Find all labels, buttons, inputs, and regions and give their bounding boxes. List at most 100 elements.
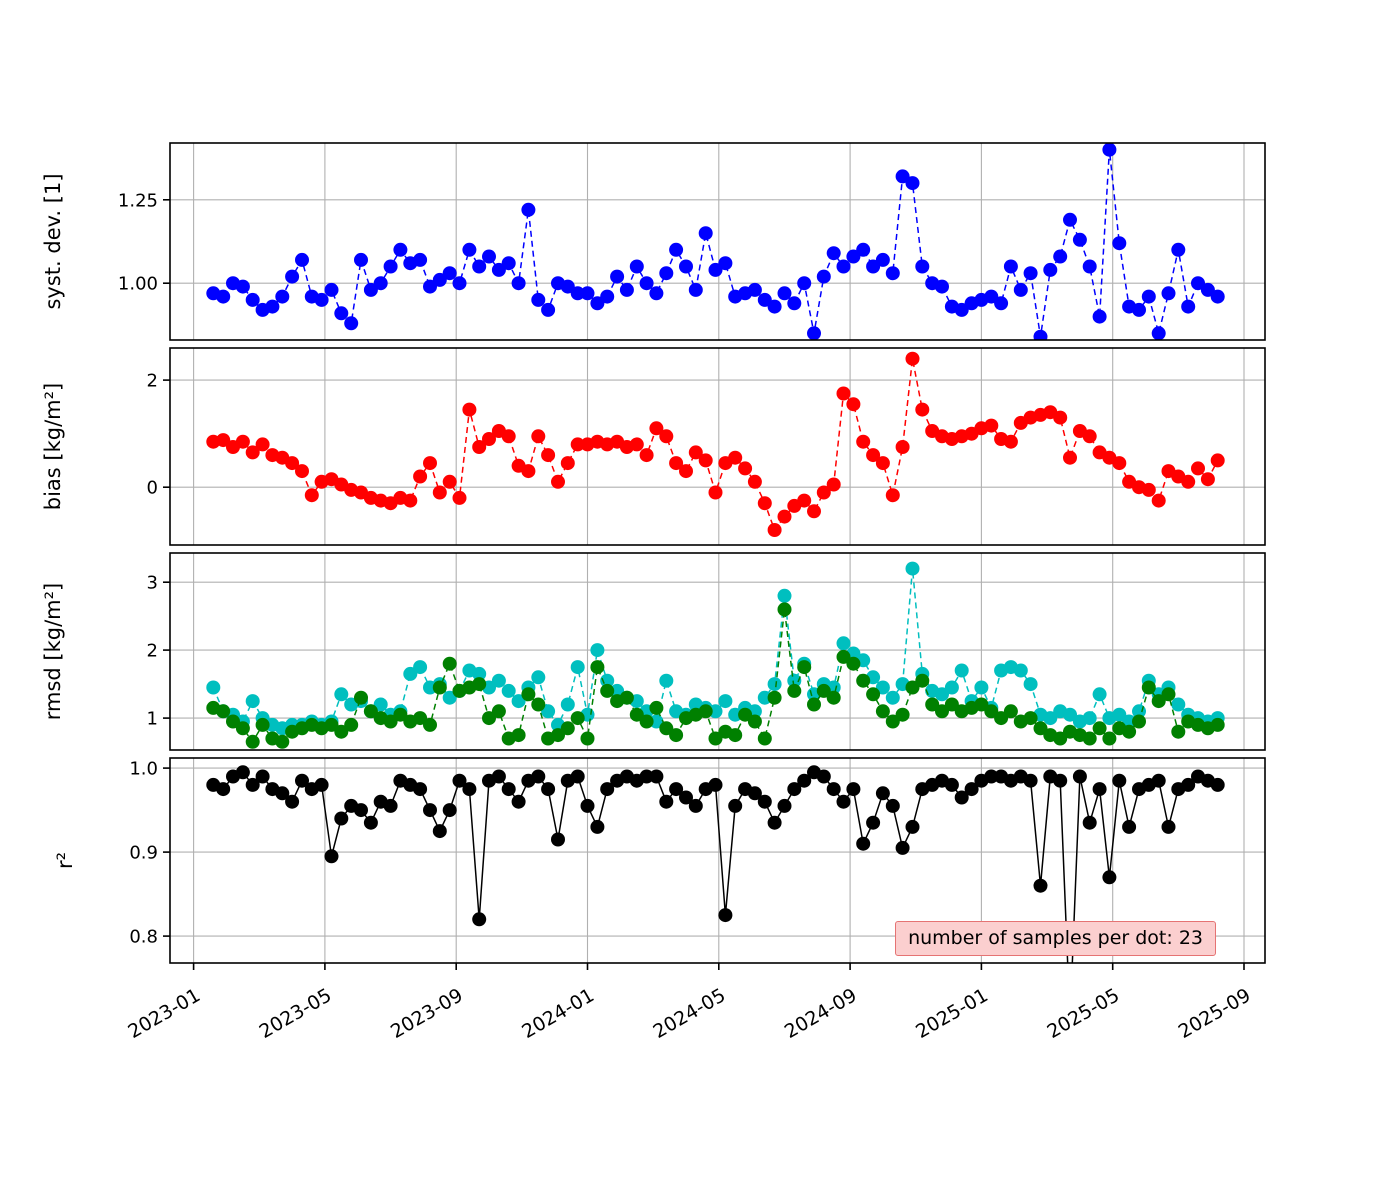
point-r_squared bbox=[354, 803, 368, 818]
point-bias bbox=[875, 456, 890, 471]
point-r_squared bbox=[1023, 773, 1038, 788]
point-syst_dev bbox=[442, 266, 457, 281]
point-syst_dev bbox=[1141, 289, 1156, 304]
point-rmsd_green bbox=[423, 717, 437, 732]
panel-border bbox=[169, 552, 1266, 751]
point-rmsd_cyan bbox=[708, 704, 723, 719]
point-bias bbox=[738, 461, 753, 476]
point-syst_dev bbox=[797, 276, 812, 291]
point-rmsd_green bbox=[787, 683, 802, 698]
point-bias bbox=[885, 488, 900, 503]
point-r_squared bbox=[718, 908, 733, 923]
point-rmsd_green bbox=[944, 697, 959, 712]
point-rmsd_green bbox=[669, 728, 684, 743]
point-r_squared bbox=[295, 773, 309, 788]
point-bias bbox=[688, 445, 703, 460]
point-r_squared bbox=[570, 769, 585, 784]
x-tick-label: 2023-01 bbox=[124, 984, 204, 1043]
point-rmsd_cyan bbox=[954, 663, 969, 678]
point-rmsd_green bbox=[826, 690, 841, 705]
point-r_squared bbox=[826, 782, 841, 797]
point-rmsd_cyan bbox=[1013, 663, 1028, 678]
series-rmsd_green bbox=[206, 602, 1225, 749]
point-r_squared bbox=[255, 769, 270, 784]
y-tick-label: 0.8 bbox=[129, 927, 158, 948]
point-rmsd_green bbox=[895, 707, 910, 722]
point-rmsd_cyan bbox=[1092, 687, 1107, 702]
point-r_squared bbox=[964, 782, 979, 797]
point-rmsd_green bbox=[974, 697, 989, 712]
point-r_squared bbox=[216, 782, 231, 797]
point-r_squared bbox=[639, 769, 654, 784]
point-rmsd_cyan bbox=[472, 666, 487, 681]
point-rmsd_green bbox=[777, 602, 792, 617]
point-rmsd_cyan bbox=[334, 687, 349, 702]
point-r_squared bbox=[905, 819, 920, 834]
point-bias bbox=[856, 434, 871, 449]
y-tick-label: 1.00 bbox=[118, 274, 158, 295]
point-rmsd_green bbox=[600, 683, 615, 698]
point-rmsd_green bbox=[984, 704, 999, 719]
point-bias bbox=[836, 386, 851, 401]
point-r_squared bbox=[324, 849, 339, 864]
point-syst_dev bbox=[826, 246, 841, 261]
point-rmsd_green bbox=[383, 714, 398, 729]
point-bias bbox=[521, 464, 536, 479]
point-bias bbox=[669, 456, 684, 471]
point-rmsd_green bbox=[1033, 721, 1048, 736]
point-bias bbox=[757, 496, 772, 511]
point-rmsd_green bbox=[994, 711, 1009, 726]
point-r_squared bbox=[1102, 870, 1117, 885]
point-syst_dev bbox=[1102, 143, 1117, 157]
point-rmsd_cyan bbox=[974, 680, 989, 695]
point-syst_dev bbox=[787, 296, 802, 311]
point-r_squared bbox=[797, 773, 812, 788]
point-bias bbox=[846, 397, 861, 412]
panel-syst-dev: 1.00 1.25 syst. dev. [1] bbox=[41, 142, 1266, 341]
point-syst_dev bbox=[619, 282, 634, 297]
point-syst_dev bbox=[462, 242, 477, 257]
point-syst_dev bbox=[915, 259, 930, 274]
point-rmsd_green bbox=[856, 673, 871, 688]
point-bias bbox=[1053, 410, 1068, 425]
line-bias bbox=[213, 358, 1219, 532]
point-bias bbox=[541, 448, 556, 463]
point-r_squared bbox=[245, 777, 260, 792]
point-rmsd_cyan bbox=[728, 707, 743, 722]
point-syst_dev bbox=[1023, 266, 1038, 281]
point-bias bbox=[679, 464, 693, 479]
point-r_squared bbox=[954, 790, 969, 805]
point-syst_dev bbox=[580, 286, 595, 301]
point-rmsd_cyan bbox=[1023, 677, 1038, 692]
point-r_squared bbox=[1112, 773, 1127, 788]
point-r_squared bbox=[846, 782, 861, 797]
point-r_squared bbox=[679, 790, 693, 805]
point-bias bbox=[747, 474, 762, 489]
point-rmsd_cyan bbox=[836, 636, 851, 651]
point-rmsd_green bbox=[1171, 724, 1186, 739]
point-syst_dev bbox=[1092, 309, 1107, 324]
point-bias bbox=[1003, 434, 1018, 449]
point-syst_dev bbox=[994, 296, 1009, 311]
point-r_squared bbox=[767, 815, 782, 830]
point-rmsd_green bbox=[245, 734, 260, 749]
point-rmsd_green bbox=[885, 714, 900, 729]
point-rmsd_cyan bbox=[1043, 711, 1058, 726]
point-rmsd_cyan bbox=[885, 690, 900, 705]
point-syst_dev bbox=[334, 306, 349, 321]
point-syst_dev bbox=[265, 299, 280, 314]
point-r_squared bbox=[708, 777, 723, 792]
point-r_squared bbox=[285, 794, 300, 809]
point-rmsd_green bbox=[1023, 711, 1038, 726]
point-syst_dev bbox=[1181, 299, 1196, 314]
point-rmsd_green bbox=[1053, 731, 1068, 746]
point-r_squared bbox=[413, 782, 428, 797]
x-tick-label: 2025-05 bbox=[1043, 984, 1123, 1043]
point-rmsd_green bbox=[255, 717, 270, 732]
point-r_squared bbox=[856, 836, 871, 851]
point-rmsd_cyan bbox=[1082, 711, 1097, 726]
point-rmsd_green bbox=[334, 724, 349, 739]
point-syst_dev bbox=[383, 259, 398, 274]
point-syst_dev bbox=[669, 242, 684, 257]
